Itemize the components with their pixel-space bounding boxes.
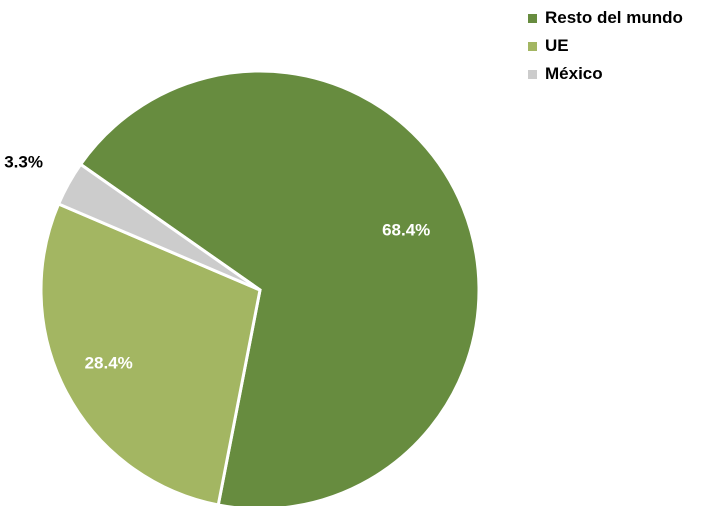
legend-label-mexico: México: [545, 64, 603, 83]
legend-item-resto-del-mundo: Resto del mundo: [528, 4, 683, 32]
data-label-resto-del-mundo: 68.4%: [382, 220, 430, 239]
legend-swatch-resto-del-mundo: [528, 13, 537, 23]
chart-legend: Resto del mundo UE México: [528, 4, 683, 88]
pie-slice-resto-del-mundo: [78, 69, 481, 506]
pie-data-labels: 68.4% 28.4% 3.3%: [4, 152, 430, 372]
data-label-mexico: 3.3%: [4, 152, 43, 171]
pie-slice-mexico: [56, 162, 261, 292]
pie-slice-ue: [39, 202, 262, 506]
legend-label-ue: UE: [545, 36, 569, 55]
data-label-ue: 28.4%: [85, 353, 133, 372]
pie-slices: [39, 69, 481, 506]
legend-label-resto-del-mundo: Resto del mundo: [545, 8, 683, 27]
legend-item-ue: UE: [528, 32, 683, 60]
legend-item-mexico: México: [528, 60, 683, 88]
legend-swatch-ue: [528, 41, 537, 51]
legend-swatch-mexico: [528, 69, 537, 79]
